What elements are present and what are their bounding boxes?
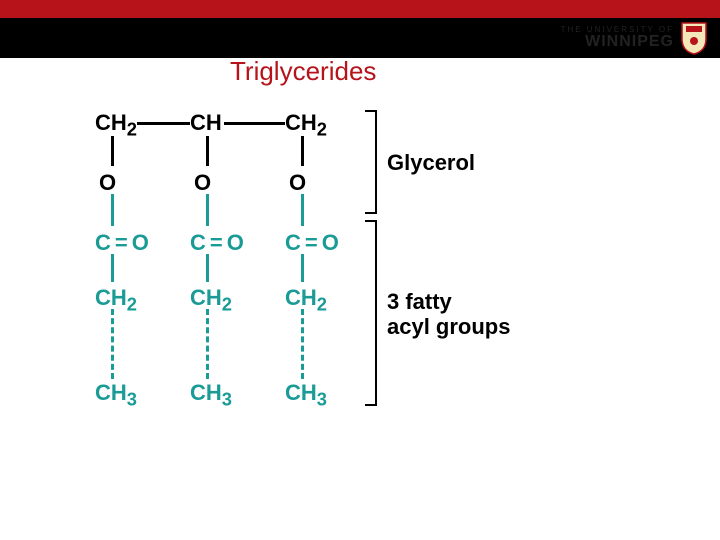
bond-c-ch2 [111, 254, 114, 282]
glycerol-bond-h [137, 122, 190, 125]
logo-text: THE UNIVERSITY OF WINNIPEG [561, 26, 674, 50]
logo-big-text: WINNIPEG [561, 34, 674, 50]
bond-ch-o [111, 136, 114, 166]
oxygen: O [194, 170, 211, 196]
ch2: CH2 [285, 285, 327, 315]
label-fatty: 3 fattyacyl groups [387, 289, 510, 340]
carbonyl: C=O [95, 230, 149, 256]
carbonyl: C=O [190, 230, 244, 256]
bond-c-ch2 [301, 254, 304, 282]
bond-o-c [301, 194, 304, 226]
bracket-glycerol-v [375, 110, 377, 214]
glycerol-ch: CH2 [285, 110, 327, 140]
ch2: CH2 [95, 285, 137, 315]
glycerol-ch: CH2 [95, 110, 137, 140]
ch3: CH3 [285, 380, 327, 410]
ch2: CH2 [190, 285, 232, 315]
bracket-acyl-bot [365, 404, 375, 406]
bond-dash [111, 309, 114, 379]
bracket-glycerol-top [365, 110, 375, 112]
bond-o-c [111, 194, 114, 226]
slide: THE UNIVERSITY OF WINNIPEG Triglycerides… [0, 0, 720, 540]
bond-c-ch2 [206, 254, 209, 282]
top-red-bar [0, 0, 720, 18]
bond-ch-o [301, 136, 304, 166]
university-logo: THE UNIVERSITY OF WINNIPEG [561, 21, 708, 55]
crest-icon [680, 21, 708, 55]
bond-dash [301, 309, 304, 379]
ch3: CH3 [95, 380, 137, 410]
bracket-glycerol-bot [365, 212, 375, 214]
carbonyl: C=O [285, 230, 339, 256]
glycerol-ch: CH [190, 110, 222, 136]
title-black-bar: THE UNIVERSITY OF WINNIPEG [0, 18, 720, 58]
bond-dash [206, 309, 209, 379]
label-glycerol: Glycerol [387, 150, 475, 175]
ch3: CH3 [190, 380, 232, 410]
bond-ch-o [206, 136, 209, 166]
bracket-acyl-top [365, 220, 375, 222]
triglyceride-diagram: CH2 CH CH2 O O O C=O C=O C=O CH2 CH2 CH2 CH3 CH3 CH3 Gl… [95, 110, 625, 430]
bond-o-c [206, 194, 209, 226]
oxygen: O [289, 170, 306, 196]
slide-title: Triglycerides [230, 56, 376, 87]
bracket-acyl-v [375, 220, 377, 406]
glycerol-bond-h [224, 122, 285, 125]
oxygen: O [99, 170, 116, 196]
